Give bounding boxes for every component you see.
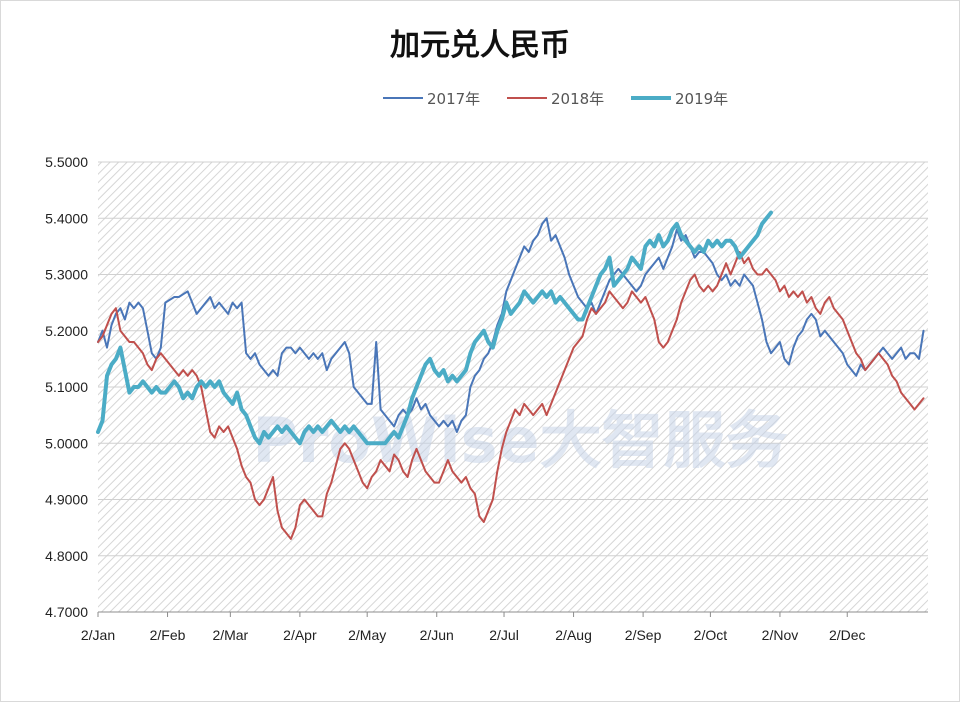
y-tick-label: 4.7000 (45, 604, 88, 620)
legend-label-2: 2019年 (675, 90, 728, 108)
x-tick-label: 2/Dec (829, 627, 866, 643)
x-tick-label: 2/Nov (762, 627, 799, 643)
y-tick-label: 4.8000 (45, 548, 88, 564)
series-line-2 (96, 210, 773, 446)
x-tick-label: 2/May (348, 627, 386, 643)
x-tick-label: 2/Sep (625, 627, 662, 643)
chart-title: 加元兑人民币 (390, 28, 570, 63)
x-tick-label: 2/Aug (555, 627, 592, 643)
x-tick-label: 2/Jan (81, 627, 115, 643)
watermark-text: ProWise大智服务 (252, 404, 787, 477)
y-tick-label: 4.9000 (45, 492, 88, 508)
y-tick-label: 5.5000 (45, 154, 88, 170)
x-tick-label: 2/Jun (420, 627, 454, 643)
y-tick-label: 5.3000 (45, 267, 88, 283)
y-tick-label: 5.4000 (45, 210, 88, 226)
x-axis: 2/Jan 2/Feb 2/Mar 2/Apr 2/May 2/Jun 2/Jul 2/Aug… (81, 611, 928, 643)
y-axis: 4.7000 4.8000 4.9000 5.0000 5.1000 5.2000 5.30… (45, 154, 88, 620)
y-tick-label: 5.0000 (45, 435, 88, 451)
x-tick-label: 2/Oct (694, 627, 728, 643)
y-tick-label: 5.2000 (45, 323, 88, 339)
x-tick-label: 2/Jul (489, 627, 519, 643)
legend: 2017年 2018年 2019年 (383, 90, 728, 108)
x-tick-label: 2/Mar (212, 627, 248, 643)
series-lines (96, 210, 925, 540)
x-tick-label: 2/Feb (150, 627, 186, 643)
series-line-0 (97, 217, 925, 433)
legend-label-1: 2018年 (551, 90, 604, 108)
x-tick-label: 2/Apr (283, 627, 317, 643)
y-tick-label: 5.1000 (45, 379, 88, 395)
legend-label-0: 2017年 (427, 90, 480, 108)
series-line-1 (97, 251, 925, 540)
